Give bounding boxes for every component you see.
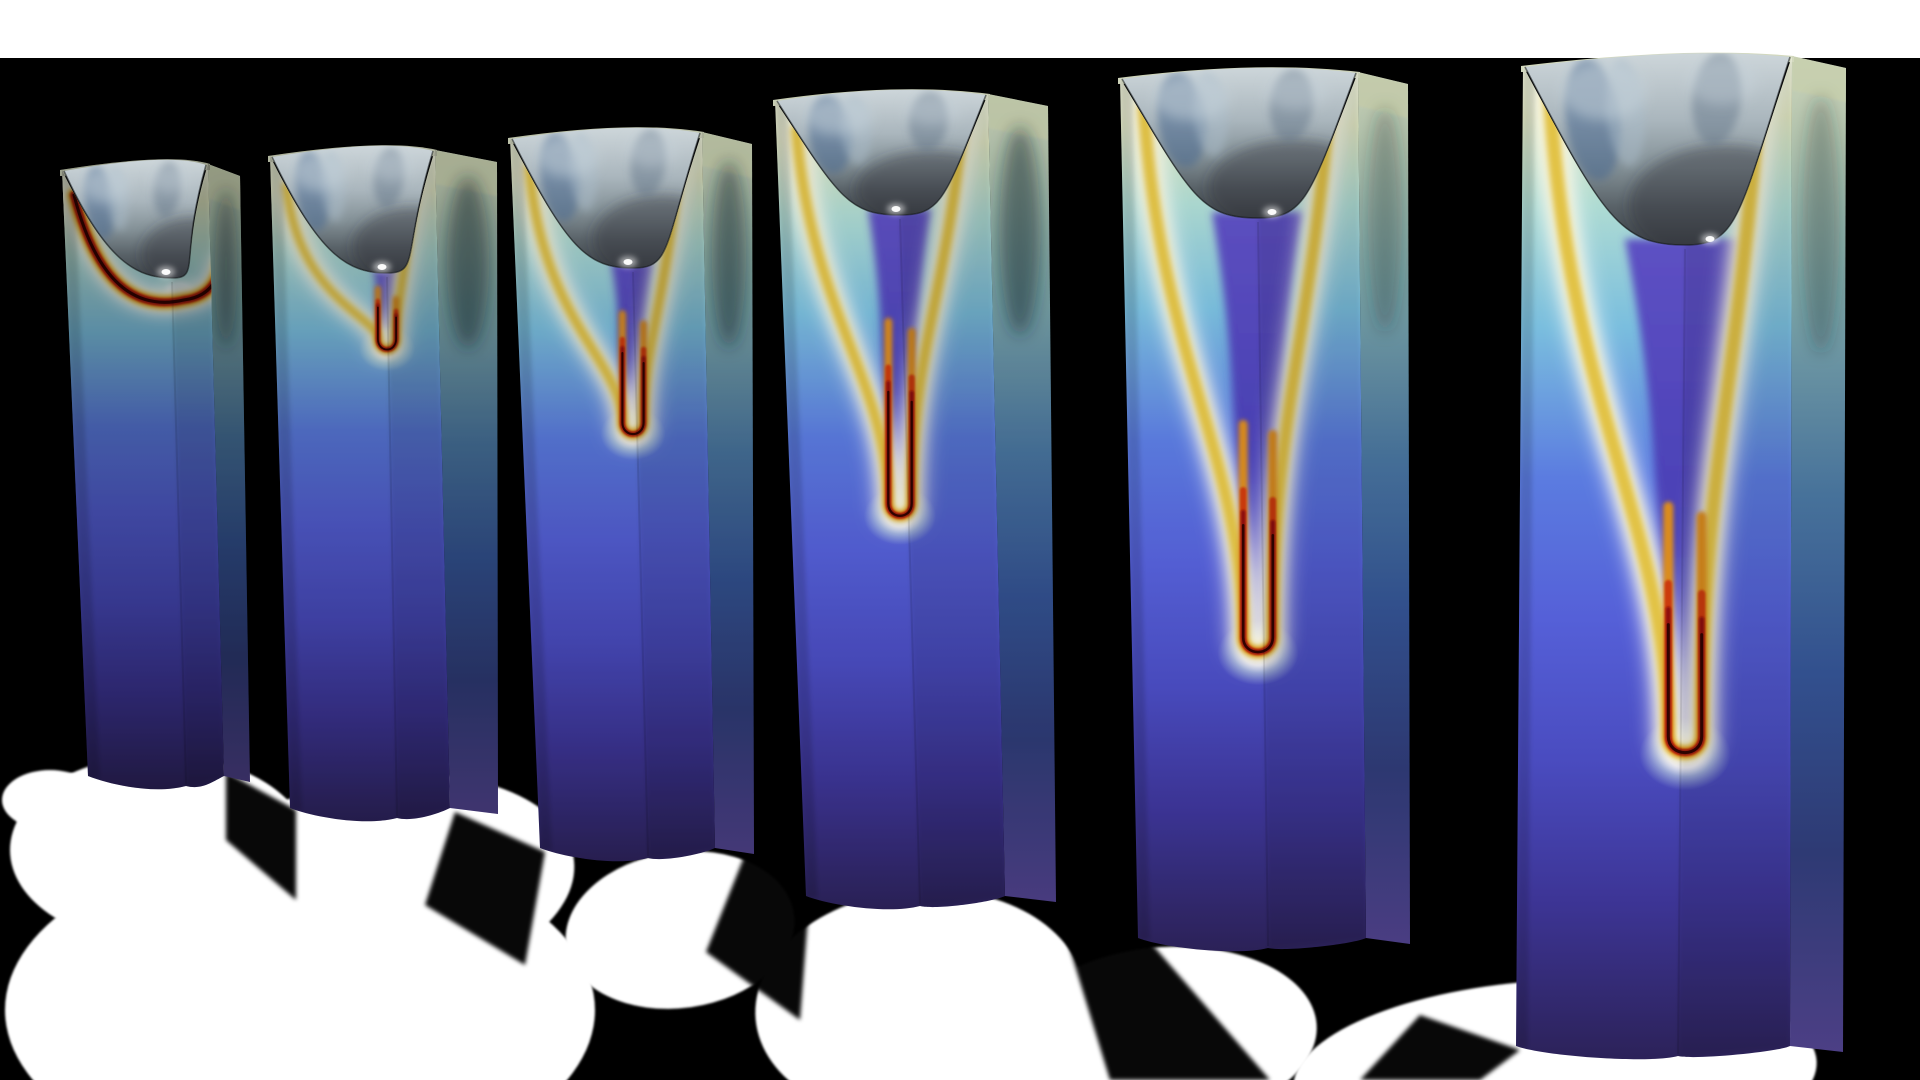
crease-line: [899, 218, 921, 905]
ground-highlight: [2, 770, 98, 830]
front-face-shading: [1516, 56, 1792, 1058]
front-face-shading: [1120, 72, 1366, 950]
side-face-shading: [1358, 72, 1408, 333]
side-top-sliver: [702, 132, 752, 178]
floor-shadow: [1360, 1015, 1520, 1080]
floor: [2, 755, 1817, 1080]
crease-line: [171, 281, 187, 785]
front-face-shading: [510, 132, 715, 860]
specular-highlight: [891, 206, 901, 212]
left-edge-shade: [62, 170, 100, 778]
pillar-4: [773, 89, 1056, 910]
right-subface-shade: [387, 150, 450, 820]
top-white-band: [0, 0, 1920, 58]
side-top-sliver: [988, 94, 1048, 140]
floor-shadow: [1055, 900, 1270, 1080]
right-subface-shade: [172, 164, 224, 788]
right-subface-shade: [633, 132, 715, 860]
pillar-3: [508, 127, 754, 862]
pillar-1: [60, 159, 250, 790]
side-face-shading: [702, 132, 752, 348]
specular-highlight: [377, 264, 387, 270]
side-top-sliver: [208, 164, 240, 210]
distance-dim-overlay: [268, 145, 498, 822]
specular-highlight: [1705, 236, 1715, 242]
cloud-reflection: [804, 97, 874, 135]
floor-shadow: [226, 772, 296, 900]
right-subface-shade: [1258, 72, 1366, 950]
cloud-reflection: [627, 133, 678, 168]
right-subface-shade: [900, 94, 1005, 908]
left-edge-shade: [270, 156, 302, 810]
pillar-5: [1118, 67, 1410, 952]
cloud-reflection: [82, 167, 130, 203]
pillar-6: [1516, 52, 1846, 1060]
indenter-cast-shadow: [1802, 95, 1840, 354]
dish-rim-edge: [271, 150, 434, 274]
side-top-sliver: [1358, 72, 1408, 118]
dish-rim-edge: [1121, 72, 1357, 219]
cloud-reflection: [1153, 75, 1230, 120]
left-edge-shade: [1120, 78, 1150, 940]
dish-rim-edge: [511, 132, 701, 269]
cloud-reflection: [1265, 73, 1327, 110]
specular-highlight: [1267, 209, 1277, 215]
side-face-shading: [988, 94, 1048, 336]
left-edge-shade: [510, 138, 552, 850]
cloud-reflection: [904, 95, 961, 126]
dish-rim-edge: [63, 164, 207, 279]
side-face-shading: [1792, 56, 1846, 354]
indenter-cast-shadow: [215, 188, 237, 349]
right-subface-shade: [1678, 56, 1792, 1058]
floor-shadow: [706, 842, 810, 1020]
ground-highlight: [755, 889, 1085, 1080]
side-face-shading: [435, 150, 497, 348]
left-edge-shade: [1516, 66, 1535, 1048]
cloud-reflection: [1687, 57, 1758, 105]
front-face-shading: [270, 150, 450, 820]
side-top-sliver: [1792, 56, 1846, 102]
crease-line: [386, 276, 398, 817]
cloud-reflection: [151, 165, 189, 194]
crease-line: [1257, 221, 1269, 947]
dish-rim-edge: [776, 94, 987, 216]
indenter-cast-shadow: [446, 176, 490, 348]
indenter-cast-shadow: [712, 160, 746, 348]
cloud-reflection: [1560, 62, 1647, 120]
cloud-reflection: [536, 135, 599, 177]
distance-dim-overlay: [773, 89, 1056, 910]
left-edge-shade: [775, 100, 818, 898]
indenter-cast-shadow: [1368, 106, 1402, 333]
side-face-shading: [208, 164, 240, 349]
specular-highlight: [623, 259, 633, 265]
dish-rim-edge: [1524, 56, 1791, 246]
side-top-sliver: [435, 150, 497, 196]
front-face-shading: [62, 164, 224, 788]
specular-highlight: [161, 269, 171, 275]
indenter-cast-shadow: [999, 126, 1041, 336]
cloud-reflection: [370, 151, 414, 182]
crease-line: [1677, 248, 1686, 1055]
pillar-2: [268, 145, 498, 822]
cloud-reflection: [293, 153, 346, 192]
crease-line: [632, 271, 649, 857]
front-face-shading: [775, 94, 1005, 908]
floor-shadow: [425, 812, 545, 965]
